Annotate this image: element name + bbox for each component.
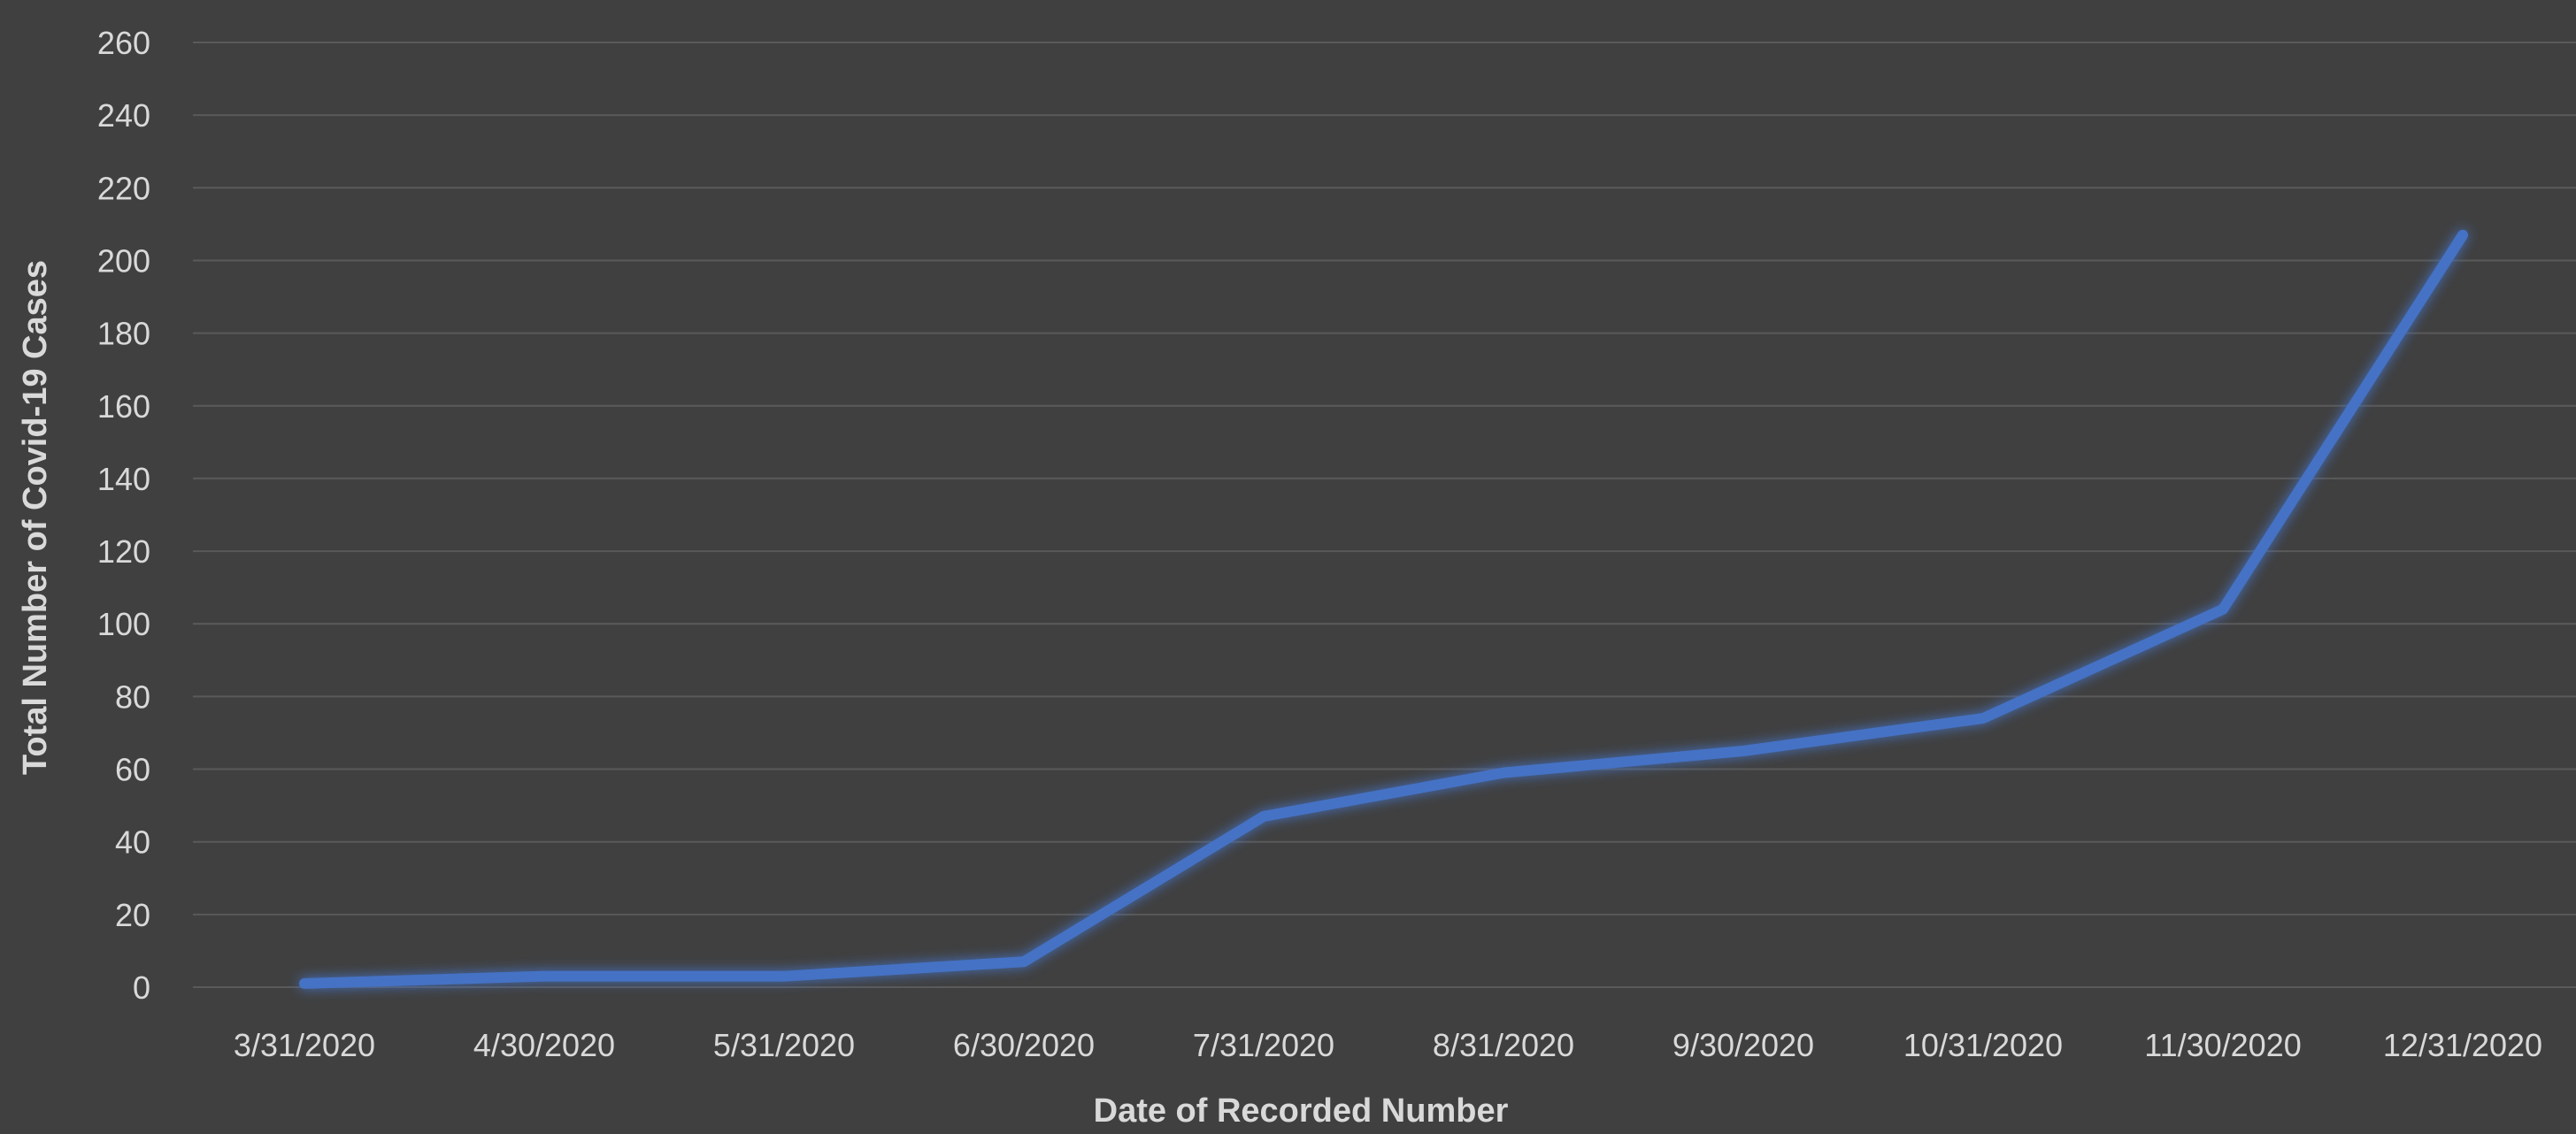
data-point: [1499, 768, 1508, 778]
x-tick-label: 3/31/2020: [234, 1027, 375, 1063]
y-tick-label: 240: [97, 97, 150, 134]
data-point: [540, 971, 549, 981]
series-layer: [299, 229, 2468, 989]
data-point: [300, 978, 309, 988]
y-tick-label: 160: [97, 388, 150, 425]
y-tick-label: 140: [97, 461, 150, 497]
data-point: [1019, 957, 1028, 967]
data-point: [1739, 747, 1748, 755]
x-tick-label: 5/31/2020: [713, 1027, 855, 1063]
x-tick-label: 9/30/2020: [1672, 1027, 1814, 1063]
series-line-0: [299, 229, 2468, 989]
y-tick-label: 60: [115, 752, 150, 788]
y-tick-label: 120: [97, 533, 150, 570]
x-tick-label: 10/31/2020: [1903, 1027, 2063, 1063]
y-axis-ticks: 0 20 40 60 80 100 120 140 160 180 200 220 240 260: [97, 25, 150, 1006]
y-tick-label: 180: [97, 316, 150, 352]
y-tick-label: 100: [97, 606, 150, 642]
y-tick-label: 260: [97, 25, 150, 61]
x-tick-label: 11/30/2020: [2144, 1027, 2302, 1063]
y-tick-label: 40: [115, 824, 150, 861]
data-point: [2458, 230, 2467, 240]
x-tick-label: 12/31/2020: [2383, 1027, 2542, 1063]
y-tick-label: 220: [97, 170, 150, 206]
data-point: [1979, 714, 1988, 724]
data-point: [780, 971, 788, 981]
x-tick-label: 8/31/2020: [1433, 1027, 1574, 1063]
y-axis-title: Total Number of Covid-19 Cases: [17, 260, 54, 775]
y-tick-label: 0: [133, 969, 150, 1006]
data-point: [1259, 811, 1268, 821]
x-axis-title: Date of Recorded Number: [1094, 1092, 1509, 1130]
y-tick-label: 80: [115, 678, 150, 715]
x-tick-label: 6/30/2020: [953, 1027, 1095, 1063]
gridlines: [193, 42, 2576, 988]
x-tick-label: 7/31/2020: [1193, 1027, 1334, 1063]
y-tick-label: 200: [97, 242, 150, 279]
y-tick-label: 20: [115, 897, 150, 933]
x-axis-ticks: 3/31/2020 4/30/2020 5/31/2020 6/30/2020 7/31…: [234, 1027, 2542, 1063]
x-tick-label: 4/30/2020: [473, 1027, 615, 1063]
data-point: [2218, 604, 2227, 614]
